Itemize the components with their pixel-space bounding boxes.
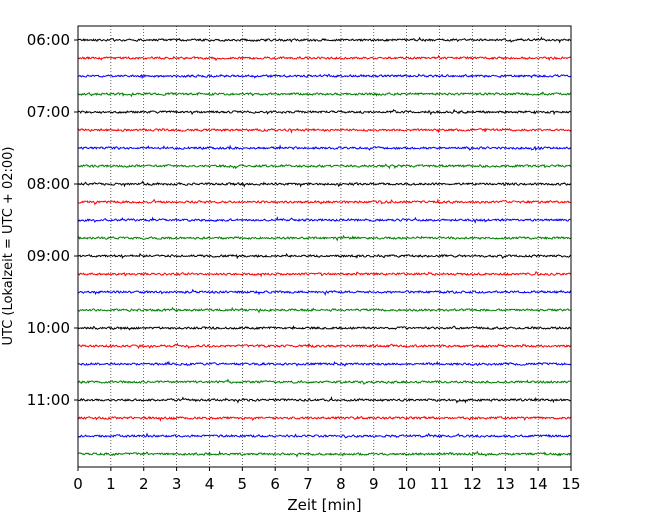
trace-line	[77, 54, 572, 62]
y-tick-label: 08:00	[27, 175, 70, 193]
trace-line	[77, 450, 572, 458]
y-tick-label: 09:00	[27, 247, 70, 265]
y-tick-label: 06:00	[27, 31, 70, 49]
trace-line	[77, 234, 572, 242]
y-axis-label: UTC (Lokalzeit = UTC + 02:00)	[1, 147, 16, 346]
trace-line	[77, 180, 572, 188]
trace-line	[77, 144, 572, 152]
y-tick-label: 11:00	[27, 391, 70, 409]
trace-line	[77, 108, 572, 116]
trace-line	[77, 271, 572, 278]
x-tick-label: 7	[303, 475, 313, 493]
x-tick-label: 13	[496, 475, 515, 493]
x-tick-label: 8	[336, 475, 346, 493]
y-axis-ticks: 06:00 07:00 08:00 09:00 10:00 11:00	[27, 31, 78, 409]
trace-line	[77, 198, 572, 206]
y-tick-label: 10:00	[27, 319, 70, 337]
trace-line	[77, 396, 572, 404]
x-tick-label: 0	[73, 475, 83, 493]
trace-line	[77, 252, 572, 260]
x-tick-label: 10	[397, 475, 416, 493]
x-axis-label: Zeit [min]	[287, 496, 361, 514]
trace-line	[77, 127, 572, 134]
x-tick-label: 2	[139, 475, 149, 493]
trace-line	[77, 360, 572, 367]
x-tick-label: 1	[106, 475, 116, 493]
x-tick-label: 15	[561, 475, 580, 493]
trace-line	[77, 306, 572, 314]
trace-line	[77, 378, 572, 386]
trace-line	[77, 432, 572, 439]
trace-line	[77, 325, 572, 331]
trace-line	[77, 216, 572, 224]
plot-frame	[77, 25, 572, 468]
y-tick-label: 07:00	[27, 103, 70, 121]
trace-line	[77, 415, 572, 422]
x-tick-label: 4	[205, 475, 215, 493]
x-axis-ticks: 0 1 2 3 4 5 6 7 8 9 10 11 12 13 14 15	[73, 467, 581, 493]
x-tick-label: 9	[369, 475, 379, 493]
x-tick-label: 11	[430, 475, 449, 493]
trace-line	[77, 163, 572, 170]
trace-group	[77, 36, 572, 458]
trace-line	[77, 36, 572, 44]
trace-line	[77, 288, 572, 297]
x-tick-label: 3	[172, 475, 182, 493]
x-tick-label: 5	[238, 475, 248, 493]
trace-line	[77, 91, 572, 98]
trace-line	[77, 73, 572, 80]
x-tick-label: 14	[529, 475, 548, 493]
x-tick-label: 12	[463, 475, 482, 493]
x-tick-label: 6	[270, 475, 280, 493]
trace-line	[77, 342, 572, 350]
